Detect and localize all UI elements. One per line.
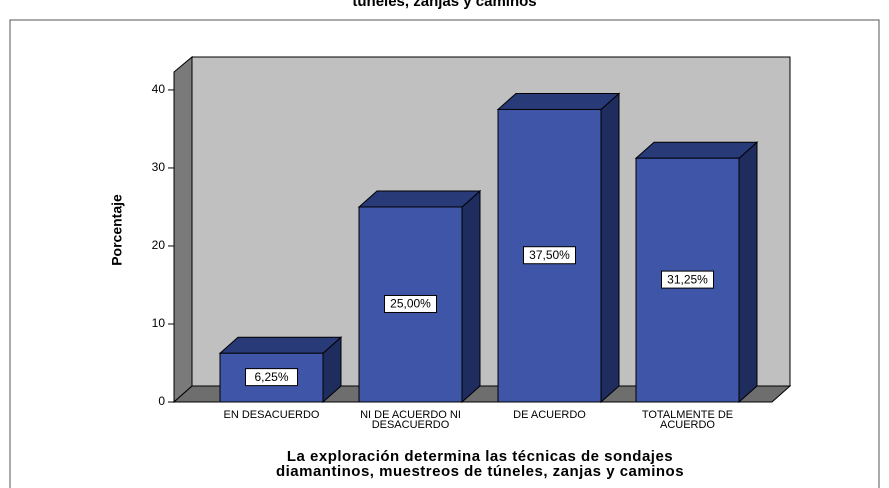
bar-top: [634, 141, 759, 159]
bar-top: [496, 92, 621, 110]
y-tick-label: 40: [152, 82, 166, 96]
chart-title: túneles, zanjas y caminos: [352, 0, 537, 10]
value-label-box: [661, 270, 714, 289]
x-tick-label: NI DE ACUERDO NI DESACUERDO: [360, 409, 461, 431]
bar-side: [600, 92, 620, 404]
bar-side: [461, 189, 481, 404]
value-label: 6,25%: [254, 370, 288, 384]
value-label-box: [245, 368, 298, 387]
bar: 31,25%: [634, 141, 759, 404]
bar: 25,00%: [357, 189, 482, 404]
value-label-box: [523, 246, 576, 265]
bar: 6,25%: [218, 336, 343, 404]
value-label: 25,00%: [390, 297, 431, 311]
x-tick-label: TOTALMENTE DE ACUERDO: [641, 409, 734, 431]
value-label: 37,50%: [529, 248, 570, 262]
value-label: 31,25%: [667, 272, 708, 286]
x-tick-label: DE ACUERDO: [513, 409, 586, 421]
x-axis-label: La exploración determina las técnicas de…: [275, 448, 685, 480]
y-tick-label: 30: [152, 160, 166, 174]
x-tick-label: EN DESACUERDO: [223, 409, 320, 421]
value-label-box: [384, 294, 437, 313]
side-wall: [173, 55, 193, 404]
y-tick-label: 10: [152, 316, 166, 330]
y-tick-label: 0: [158, 394, 165, 408]
bar-side: [738, 141, 758, 404]
bar: 37,50%: [496, 92, 621, 404]
y-axis-label: Porcentaje: [109, 194, 125, 266]
bar-top: [218, 336, 343, 354]
y-tick-label: 20: [152, 238, 166, 252]
bar-top: [357, 190, 482, 208]
